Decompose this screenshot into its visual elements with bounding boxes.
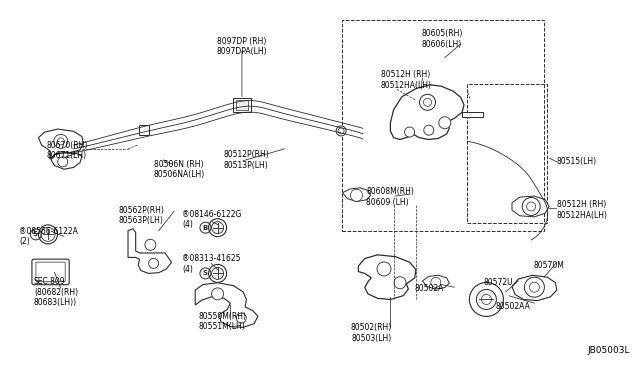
Polygon shape	[342, 188, 371, 202]
Circle shape	[145, 239, 156, 250]
Text: 80506N (RH)
80506NA(LH): 80506N (RH) 80506NA(LH)	[154, 160, 205, 179]
Circle shape	[58, 138, 64, 145]
Polygon shape	[358, 255, 416, 299]
Polygon shape	[390, 85, 464, 140]
Text: ®08566-6122A
(2): ®08566-6122A (2)	[19, 227, 78, 246]
Text: SEC.809
(80682(RH)
80683(LH)): SEC.809 (80682(RH) 80683(LH))	[34, 277, 78, 307]
Text: 80550M(RH)
80551M(LH): 80550M(RH) 80551M(LH)	[198, 312, 246, 331]
Text: JB05003L: JB05003L	[588, 346, 630, 355]
Text: S: S	[202, 270, 207, 276]
Circle shape	[404, 127, 415, 137]
Polygon shape	[512, 275, 557, 301]
Circle shape	[209, 264, 227, 282]
Circle shape	[336, 126, 346, 136]
Text: 80605(RH)
80606(LH): 80605(RH) 80606(LH)	[421, 29, 463, 49]
Circle shape	[527, 202, 536, 211]
Text: 8097DP (RH)
8097DPA(LH): 8097DP (RH) 8097DPA(LH)	[216, 37, 268, 56]
Circle shape	[38, 225, 58, 244]
Circle shape	[58, 157, 68, 167]
Circle shape	[41, 227, 55, 241]
Text: 80502AA: 80502AA	[496, 302, 531, 311]
Circle shape	[209, 219, 227, 237]
Circle shape	[394, 277, 406, 289]
Text: ®08313-41625
(4): ®08313-41625 (4)	[182, 254, 241, 274]
Text: 80572U: 80572U	[484, 278, 513, 287]
Text: 80570M: 80570M	[533, 262, 564, 270]
Bar	[342, 20, 544, 231]
Circle shape	[338, 128, 344, 134]
Text: 80512P(RH)
80513P(LH): 80512P(RH) 80513P(LH)	[224, 150, 269, 170]
Circle shape	[524, 277, 545, 297]
Circle shape	[212, 267, 223, 279]
Polygon shape	[128, 229, 172, 273]
Circle shape	[236, 313, 246, 323]
Polygon shape	[422, 275, 449, 289]
Text: S: S	[33, 231, 38, 237]
Circle shape	[522, 198, 540, 215]
Polygon shape	[233, 98, 251, 112]
Circle shape	[424, 125, 434, 135]
Text: 80512H (RH)
80512HA(LH): 80512H (RH) 80512HA(LH)	[557, 201, 608, 220]
Polygon shape	[38, 129, 83, 169]
Circle shape	[431, 278, 441, 287]
Polygon shape	[195, 283, 258, 327]
Circle shape	[529, 282, 540, 292]
Text: 80512H (RH)
80512HA(LH): 80512H (RH) 80512HA(LH)	[381, 70, 432, 90]
Polygon shape	[139, 125, 149, 135]
Circle shape	[351, 189, 362, 201]
Polygon shape	[512, 196, 549, 217]
Circle shape	[212, 288, 223, 300]
Circle shape	[54, 134, 68, 148]
Circle shape	[377, 262, 391, 276]
Circle shape	[424, 98, 431, 106]
Text: 80670(RH)
80671(LH): 80670(RH) 80671(LH)	[47, 141, 88, 160]
Text: B: B	[202, 225, 207, 231]
Circle shape	[212, 222, 223, 234]
Text: ®08146-6122G
(4): ®08146-6122G (4)	[182, 210, 242, 229]
Text: 80608M(RH)
80609 (LH): 80608M(RH) 80609 (LH)	[366, 187, 414, 207]
Circle shape	[481, 295, 492, 304]
Circle shape	[469, 282, 504, 317]
Text: 80515(LH): 80515(LH)	[557, 157, 597, 166]
Bar	[467, 84, 547, 223]
Circle shape	[476, 289, 497, 310]
Text: 80502(RH)
80503(LH): 80502(RH) 80503(LH)	[351, 323, 392, 343]
Polygon shape	[462, 112, 483, 117]
Text: 80502A: 80502A	[415, 284, 444, 293]
Text: 80562P(RH)
80563P(LH): 80562P(RH) 80563P(LH)	[118, 206, 164, 225]
Circle shape	[420, 94, 436, 110]
Circle shape	[148, 259, 159, 268]
Polygon shape	[236, 100, 248, 110]
Circle shape	[439, 117, 451, 129]
